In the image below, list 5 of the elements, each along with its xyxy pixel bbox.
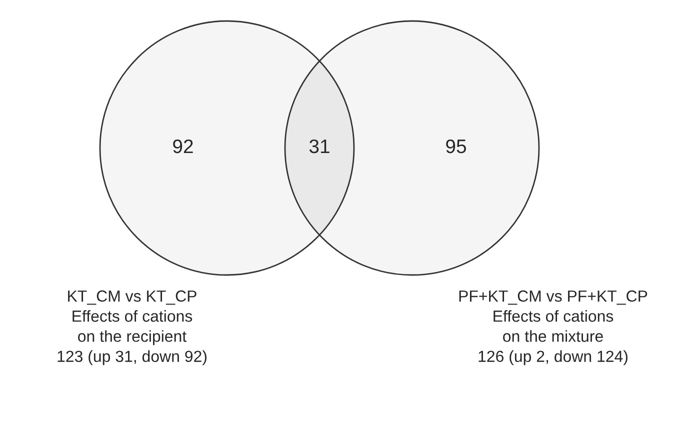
data-label: 92 xyxy=(173,139,193,154)
data-label: 31 xyxy=(309,139,330,154)
text: PF+KT_CM vs PF+KT_CP Effects of cations on the mixture 126 (up 2, down 124) xyxy=(459,290,648,366)
text: KT_CM vs KT_CP Effects of cations on the recipient 123 (up 31, down 92) xyxy=(58,290,206,366)
data-label: 95 xyxy=(446,139,466,154)
